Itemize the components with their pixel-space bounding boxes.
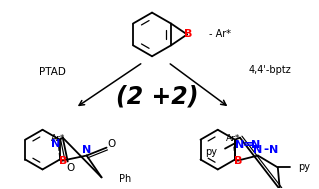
Text: N: N — [251, 140, 261, 150]
Text: N: N — [269, 145, 278, 155]
Text: O: O — [67, 163, 75, 174]
Text: PTAD: PTAD — [39, 67, 66, 77]
Text: py: py — [205, 147, 217, 156]
Text: B: B — [184, 29, 192, 40]
Text: B: B — [234, 156, 242, 166]
Text: N: N — [235, 140, 245, 150]
Text: Ph: Ph — [120, 174, 132, 184]
Text: B: B — [59, 156, 67, 166]
Text: N: N — [51, 139, 60, 149]
Text: 4,4'-bptz: 4,4'-bptz — [248, 65, 291, 75]
Text: -: - — [263, 143, 268, 156]
Text: N: N — [253, 145, 263, 155]
Text: py: py — [298, 163, 310, 172]
Text: N: N — [82, 145, 91, 155]
Text: (2 +2): (2 +2) — [116, 85, 198, 109]
Text: =: = — [243, 138, 253, 151]
Text: Ar*: Ar* — [51, 134, 65, 143]
Text: O: O — [108, 139, 116, 149]
Text: - Ar*: - Ar* — [209, 29, 231, 40]
Text: Ar*: Ar* — [226, 134, 240, 143]
